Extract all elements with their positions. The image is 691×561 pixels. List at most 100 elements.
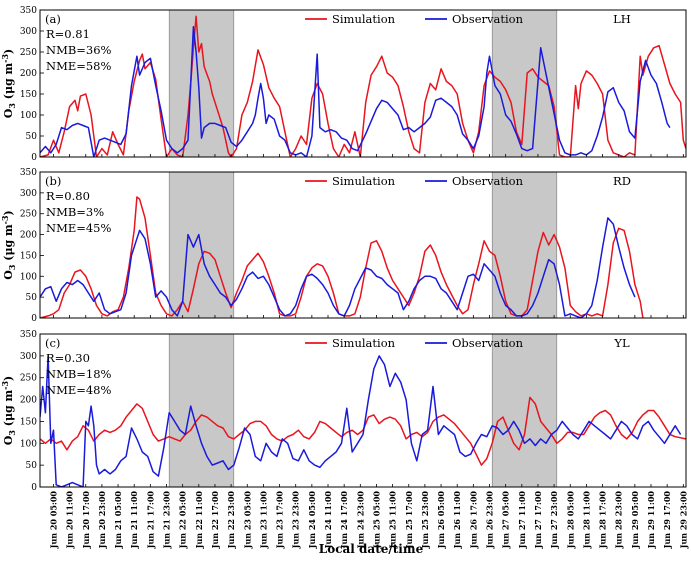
y-tick-label: 250 [20, 374, 37, 384]
x-tick-label: Jun 29 23:00 [678, 491, 688, 550]
y-axis-label: O3 (μg m-3) [0, 49, 17, 119]
simulation-line [40, 15, 686, 157]
y-tick-label: 200 [20, 231, 37, 241]
y-tick-label: 250 [20, 210, 37, 220]
stat-nme: NME=45% [46, 221, 112, 235]
y-tick-label: 250 [20, 48, 37, 58]
panel-1: 0 50 100 150 200 250 300 350 O3 (μg m-3) (a)R=0.8… [0, 6, 687, 163]
x-tick-label: Jun 22 17:00 [210, 491, 220, 550]
x-tick-label: Jun 23 17:00 [275, 491, 285, 550]
x-tick-label: Jun 22 11:00 [194, 491, 204, 550]
x-tick-label: Jun 20 05:00 [48, 491, 58, 550]
x-tick-label: Jun 24 11:00 [323, 491, 333, 550]
y-tick-label: 0 [31, 314, 37, 324]
stat-nme: NME=48% [46, 383, 112, 397]
stat-r: R=0.81 [46, 27, 90, 41]
x-tick-label: Jun 25 23:00 [420, 491, 430, 550]
plot-frame [39, 171, 687, 319]
simulation-line [40, 396, 686, 466]
legend-simulation-label: Simulation [332, 174, 396, 188]
x-tick-label: Jun 29 17:00 [662, 491, 672, 550]
legend-observation-label: Observation [452, 336, 524, 350]
x-tick-label: Jun 22 23:00 [226, 491, 236, 550]
x-tick-label: Jun 22 05:00 [178, 491, 188, 550]
x-tick-label: Jun 28 17:00 [598, 491, 608, 550]
x-tick-label: Jun 27 23:00 [549, 491, 559, 550]
x-tick-label: Jun 26 05:00 [436, 491, 446, 550]
x-tick-label: Jun 24 17:00 [339, 491, 349, 550]
y-tick-label: 50 [26, 132, 38, 142]
x-tick-label: Jun 28 23:00 [614, 491, 624, 550]
plot-frame [39, 333, 687, 488]
x-tick-label: Jun 21 17:00 [145, 491, 155, 550]
stat-r: R=0.30 [46, 351, 90, 365]
panel-label: (b) [45, 174, 61, 188]
shaded-day-jun-27 [491, 171, 558, 319]
y-tick-label: 100 [20, 111, 37, 121]
y-tick-label: 50 [26, 461, 38, 471]
y-tick-label: 0 [31, 153, 37, 163]
x-axis-ticks: Jun 20 05:00 Jun 20 11:00 Jun 20 17:00 Jun … [48, 491, 688, 550]
shaded-day-jun-22 [168, 171, 235, 319]
site-label: RD [613, 174, 631, 188]
panel-2: 0 50 100 150 200 250 300 350 O3 (μg m-3) (b)R=0.8… [0, 168, 687, 324]
x-tick-label: Jun 24 05:00 [307, 491, 317, 550]
x-tick-label: Jun 26 23:00 [485, 491, 495, 550]
x-tick-label: Jun 25 17:00 [404, 491, 414, 550]
y-tick-label: 300 [20, 352, 37, 362]
shaded-day-jun-27 [491, 333, 558, 488]
y-tick-label: 350 [20, 6, 37, 16]
observation-line [40, 26, 671, 157]
x-tick-label: Jun 27 11:00 [517, 491, 527, 550]
x-tick-label: Jun 21 23:00 [162, 491, 172, 550]
x-tick-label: Jun 20 23:00 [97, 491, 107, 550]
y-tick-label: 100 [20, 272, 37, 282]
x-tick-label: Jun 28 11:00 [581, 491, 591, 550]
site-label: LH [613, 12, 631, 26]
x-tick-label: Jun 25 05:00 [371, 491, 381, 550]
y-tick-label: 150 [20, 90, 37, 100]
stat-nmb: NMB=36% [46, 43, 112, 57]
x-tick-label: Jun 26 11:00 [452, 491, 462, 550]
x-tick-label: Jun 24 23:00 [355, 491, 365, 550]
x-tick-label: Jun 21 11:00 [129, 491, 139, 550]
stat-nmb: NMB=3% [46, 205, 104, 219]
x-tick-label: Jun 28 05:00 [565, 491, 575, 550]
y-tick-label: 300 [20, 27, 37, 37]
legend-simulation-label: Simulation [332, 12, 396, 26]
legend-observation-label: Observation [452, 12, 524, 26]
x-tick-label: Jun 20 17:00 [81, 491, 91, 550]
y-tick-label: 300 [20, 189, 37, 199]
y-axis-label: O3 (μg m-3) [0, 376, 17, 446]
x-tick-label: Jun 26 17:00 [468, 491, 478, 550]
y-tick-label: 200 [20, 69, 37, 79]
x-axis-label: Local date/time [319, 542, 424, 556]
x-tick-label: Jun 23 05:00 [242, 491, 252, 550]
y-tick-label: 150 [20, 417, 37, 427]
panel-3: 0 50 100 150 200 250 300 350 O3 (μg m-3) (c)R=0.3… [0, 330, 687, 493]
observation-line [40, 217, 636, 318]
x-tick-label: Jun 27 05:00 [501, 491, 511, 550]
x-tick-label: Jun 29 11:00 [646, 491, 656, 550]
y-tick-label: 350 [20, 330, 37, 340]
x-tick-label: Jun 23 23:00 [291, 491, 301, 550]
x-tick-label: Jun 23 11:00 [258, 491, 268, 550]
legend-observation-label: Observation [452, 174, 524, 188]
y-tick-label: 350 [20, 168, 37, 178]
y-tick-label: 100 [20, 439, 37, 449]
observation-line [40, 355, 682, 487]
panel-label: (c) [45, 336, 60, 350]
plot-frame [39, 9, 687, 158]
site-label: YL [613, 336, 630, 350]
x-tick-label: Jun 25 11:00 [388, 491, 398, 550]
stat-nmb: NMB=18% [46, 367, 112, 381]
y-axis-label: O3 (μg m-3) [0, 210, 17, 280]
y-tick-label: 150 [20, 251, 37, 261]
y-tick-label: 50 [26, 293, 38, 303]
y-tick-label: 200 [20, 396, 37, 406]
x-tick-label: Jun 21 05:00 [113, 491, 123, 550]
stat-r: R=0.80 [46, 189, 90, 203]
shaded-day-jun-22 [168, 333, 235, 488]
